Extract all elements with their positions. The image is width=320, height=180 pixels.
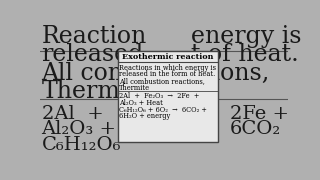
Text: All combustion reactions,: All combustion reactions, [119,77,205,85]
Text: 2Fe +: 2Fe + [230,105,289,123]
Text: 2Al  +: 2Al + [42,105,103,123]
Text: Thermite: Thermite [119,84,150,92]
Text: energy is: energy is [191,25,302,48]
Text: C₆H₁₂O₆: C₆H₁₂O₆ [42,136,121,154]
Text: 6H₂O + energy: 6H₂O + energy [119,112,170,120]
Text: released in the form of heat.: released in the form of heat. [119,71,215,78]
Text: 2Al  +  Fe₂O₃  →  2Fe  +: 2Al + Fe₂O₃ → 2Fe + [119,93,199,100]
Text: All comb: All comb [42,62,146,85]
Text: ctions,: ctions, [191,62,270,85]
Text: t of heat.: t of heat. [191,43,299,66]
Text: 6CO₂: 6CO₂ [230,120,281,138]
Text: Exothermic reaction: Exothermic reaction [122,53,213,61]
FancyBboxPatch shape [117,51,218,142]
Text: Reaction: Reaction [42,25,147,48]
Text: Reactions in which energy is: Reactions in which energy is [119,64,216,72]
Text: Al₂O₃ + Heat: Al₂O₃ + Heat [119,99,163,107]
Text: C₆H₁₂O₆ + 6O₂  →  6CO₂ +: C₆H₁₂O₆ + 6O₂ → 6CO₂ + [119,105,207,114]
Text: Thermite: Thermite [42,80,151,103]
Text: released: released [42,43,144,66]
Text: Al₂O₃ +: Al₂O₃ + [42,120,116,138]
